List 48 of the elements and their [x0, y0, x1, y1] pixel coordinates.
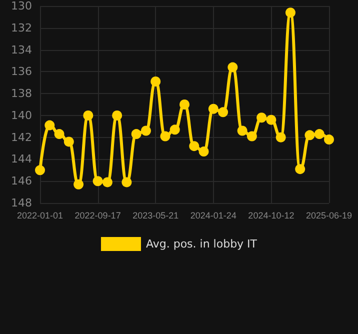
point: [112, 110, 122, 120]
point: [324, 134, 334, 145]
y-tick-label: 136: [11, 65, 32, 78]
point: [54, 129, 64, 140]
point: [189, 141, 200, 152]
y-tick-label: 144: [11, 152, 32, 166]
point: [304, 130, 315, 140]
point: [131, 129, 142, 140]
point: [266, 114, 276, 125]
point: [122, 177, 132, 188]
x-tick-label: 2022-09-17: [74, 210, 121, 220]
point: [92, 176, 103, 186]
y-tick-label: 130: [11, 0, 32, 12]
point: [256, 112, 267, 123]
y-tick-label: 138: [11, 87, 32, 100]
x-tick-label: 2023-05-21: [132, 210, 179, 220]
point: [180, 100, 190, 110]
point: [44, 120, 55, 130]
point: [228, 62, 238, 72]
point: [140, 126, 151, 136]
x-tick-label: 2024-01-24: [190, 210, 236, 220]
point: [102, 177, 112, 188]
x-tick-label: 2022-01-01: [16, 210, 64, 220]
point: [83, 110, 94, 120]
y-tick-label: 132: [11, 21, 32, 34]
y-tick-label: 134: [11, 43, 32, 56]
point: [314, 129, 324, 140]
point: [285, 8, 296, 18]
point: [64, 136, 74, 147]
point: [237, 126, 248, 136]
y-tick-label: 142: [11, 130, 32, 144]
y-tick-label: 146: [11, 174, 32, 188]
y-tick-label: 148: [11, 196, 32, 210]
x-tick-label: 2025-06-19: [306, 210, 352, 220]
point: [198, 146, 209, 157]
point: [170, 124, 180, 135]
legend-label: Avg. pos. in lobby IT: [146, 238, 258, 250]
point: [35, 165, 45, 176]
point: [276, 132, 286, 142]
x-tick-label: 2024-10-12: [248, 210, 294, 220]
point: [208, 104, 218, 114]
point: [246, 131, 257, 142]
point: [218, 107, 228, 118]
point: [295, 164, 306, 174]
point: [150, 76, 161, 87]
y-tick-label: 140: [11, 108, 32, 122]
point: [74, 179, 84, 190]
point: [160, 131, 170, 142]
